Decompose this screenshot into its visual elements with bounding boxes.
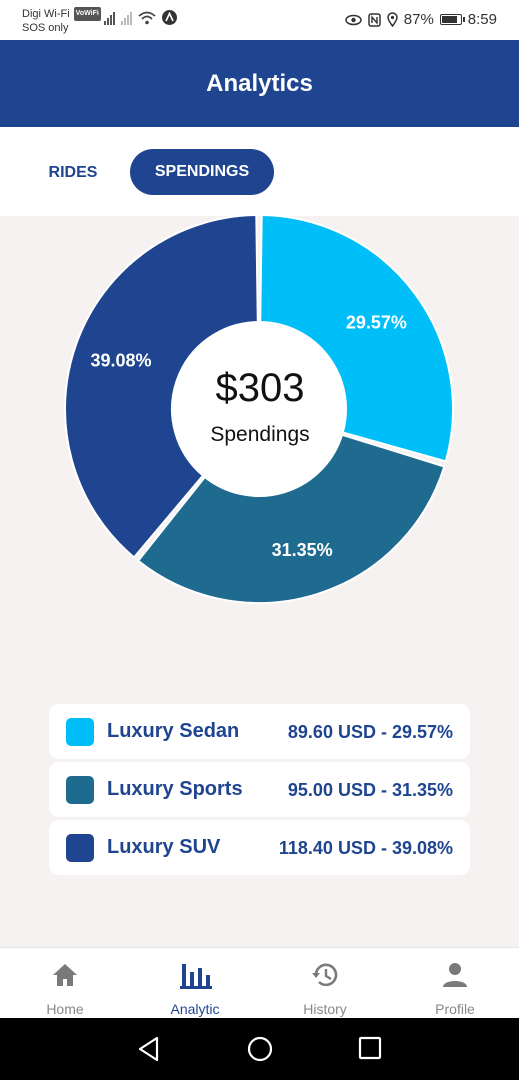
center-total-label: Spendings — [210, 423, 310, 446]
legend-value: 95.00 USD - 31.35% — [287, 780, 453, 800]
donut-slice-label: 31.35% — [272, 540, 333, 560]
legend-swatch — [66, 776, 94, 804]
legend-item-luxury-suv: Luxury SUV 118.40 USD - 39.08% — [49, 820, 470, 875]
donut-slice-label: 29.57% — [346, 312, 407, 332]
clock: 8:59 — [467, 11, 497, 28]
sos-label: SOS only — [22, 22, 69, 34]
spendings-donut-chart: 29.57% 31.35% 39.08% — [64, 216, 454, 604]
donut-slice-label: 39.08% — [91, 351, 152, 371]
legend-value: 89.60 USD - 29.57% — [287, 722, 453, 742]
nav-history-label: History — [303, 1001, 347, 1017]
wifi-icon — [138, 11, 156, 25]
nav-profile-label: Profile — [435, 1001, 475, 1017]
back-icon[interactable] — [137, 1036, 161, 1062]
legend-item-luxury-sports: Luxury Sports 95.00 USD - 31.35% — [49, 762, 470, 817]
legend-name: Luxury SUV — [107, 836, 221, 858]
page-title: Analytics — [206, 69, 313, 97]
legend-item-luxury-sedan: Luxury Sedan 89.60 USD - 29.57% — [49, 704, 470, 759]
recents-icon[interactable] — [358, 1036, 382, 1060]
legend-swatch — [66, 718, 94, 746]
history-icon — [312, 963, 338, 987]
signal-icon — [104, 11, 115, 25]
carrier-label: Digi Wi-Fi — [22, 8, 70, 20]
signal-icons — [104, 10, 177, 25]
vowifi-badge: VoWiFi — [73, 7, 101, 21]
app-header: Analytics — [0, 40, 519, 127]
system-nav-bar — [0, 1018, 519, 1080]
nfc-icon — [368, 12, 381, 27]
nav-history[interactable]: History — [260, 948, 390, 1019]
legend-name: Luxury Sports — [107, 778, 243, 800]
analytics-content: 29.57% 31.35% 39.08% $303 Spendings Luxury… — [0, 216, 519, 947]
donut-center — [172, 322, 346, 496]
home-circle-icon[interactable] — [247, 1036, 273, 1062]
bar-chart-icon — [180, 964, 212, 989]
nav-home-label: Home — [46, 1001, 84, 1017]
tab-rides[interactable]: RIDES — [48, 164, 98, 181]
signal-off-icon — [121, 11, 132, 25]
legend-swatch — [66, 834, 94, 862]
center-total-amount: $303 — [215, 366, 305, 410]
tab-spendings[interactable]: SPENDINGS — [130, 149, 274, 195]
status-left: Digi Wi-Fi VoWiFi SOS only — [22, 7, 101, 35]
person-icon — [443, 963, 467, 987]
status-right: 87% 8:59 — [345, 11, 497, 28]
battery-percent: 87% — [403, 11, 434, 28]
nav-analytic[interactable]: Analytic — [130, 948, 260, 1019]
app-notification-icon — [162, 10, 177, 25]
nav-analytic-label: Analytic — [170, 1001, 220, 1017]
legend: Luxury Sedan 89.60 USD - 29.57% Luxury S… — [49, 704, 470, 878]
legend-value: 118.40 USD - 39.08% — [278, 838, 453, 858]
nav-home[interactable]: Home — [0, 948, 130, 1019]
battery-icon — [439, 14, 465, 25]
location-icon — [387, 12, 398, 27]
bottom-nav: Home Analytic History Profile — [0, 947, 519, 1018]
eye-icon — [345, 14, 362, 25]
tab-bar: RIDES SPENDINGS — [0, 127, 519, 216]
nav-profile[interactable]: Profile — [390, 948, 519, 1019]
home-icon — [53, 964, 77, 986]
status-bar: Digi Wi-Fi VoWiFi SOS only 87% 8:59 — [0, 0, 519, 40]
legend-name: Luxury Sedan — [107, 720, 240, 742]
